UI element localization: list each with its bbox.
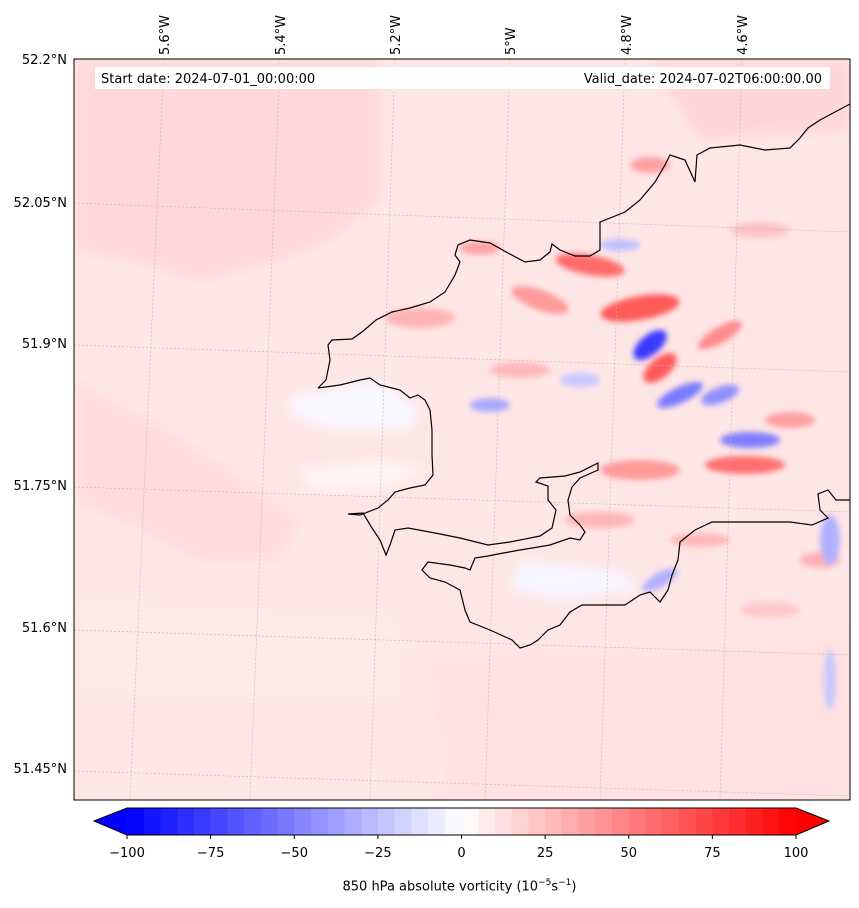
colorbar-cell xyxy=(561,808,580,835)
colorbar-title-exp1: −5 xyxy=(538,878,552,888)
colorbar-cell xyxy=(695,808,713,835)
colorbar-cell xyxy=(595,808,613,835)
colorbar-cell xyxy=(494,808,513,835)
lat-label: 52.05°N xyxy=(14,196,67,211)
colorbar-cell xyxy=(344,808,362,835)
colorbar-cell xyxy=(377,808,396,835)
colorbar-cell xyxy=(662,808,680,835)
colorbar-cell xyxy=(127,808,145,835)
colorbar-cell xyxy=(327,808,346,835)
colorbar-cell xyxy=(294,808,312,835)
colorbar-cell xyxy=(310,808,329,835)
colorbar-ticks: −100 −75 −50 −25 0 25 50 75 100 xyxy=(109,835,808,861)
colorbar-cell xyxy=(177,808,195,835)
lon-label: 4.6°W xyxy=(736,15,751,55)
colorbar-tick-label: 50 xyxy=(620,846,637,861)
colorbar-cell xyxy=(578,808,596,835)
longitude-labels: 5.6°W 5.4°W 5.2°W 5°W 4.8°W 4.6°W xyxy=(158,15,751,55)
start-date-label: Start date: 2024-07-01_00:00:00 xyxy=(101,72,315,87)
lat-label: 51.9°N xyxy=(22,337,67,352)
colorbar-cell xyxy=(428,808,446,835)
colorbar-title: 850 hPa absolute vorticity (10−5s−1) xyxy=(0,878,859,894)
lat-label: 51.75°N xyxy=(14,479,67,494)
colorbar-tick-label: 100 xyxy=(784,846,809,861)
colorbar-cell xyxy=(193,808,212,835)
coastline xyxy=(317,103,850,649)
lon-label: 5.2°W xyxy=(389,15,404,55)
colorbar-tick-label: 0 xyxy=(457,846,465,861)
colorbar-cells xyxy=(127,808,797,835)
date-header-box xyxy=(95,67,830,89)
colorbar-tick-label: 75 xyxy=(704,846,721,861)
colorbar: −100 −75 −50 −25 0 25 50 75 100 xyxy=(92,807,831,861)
colorbar-cell xyxy=(779,808,797,835)
colorbar-cell xyxy=(277,808,295,835)
colorbar-title-mid: s xyxy=(551,879,559,895)
colorbar-cell xyxy=(411,808,429,835)
colorbar-cell xyxy=(628,808,647,835)
colorbar-cell xyxy=(260,808,279,835)
colorbar-cell xyxy=(478,808,496,835)
lat-label: 52.2°N xyxy=(22,53,67,68)
lat-label: 51.6°N xyxy=(22,621,67,636)
colorbar-tick-label: −25 xyxy=(364,846,391,861)
colorbar-cell xyxy=(244,808,262,835)
colorbar-cell xyxy=(210,808,228,835)
colorbar-cell xyxy=(143,808,162,835)
colorbar-cell xyxy=(227,808,245,835)
colorbar-tick-label: 25 xyxy=(537,846,554,861)
colorbar-title-prefix: 850 hPa absolute vorticity (10 xyxy=(342,879,539,895)
colorbar-title-exp2: −1 xyxy=(558,878,572,888)
colorbar-max-arrow xyxy=(796,808,829,835)
lon-label: 5.4°W xyxy=(274,15,289,55)
colorbar-min-arrow xyxy=(94,808,127,835)
lon-label: 4.8°W xyxy=(620,15,635,55)
graticule xyxy=(74,59,850,800)
colorbar-title-suffix: ) xyxy=(571,879,577,895)
colorbar-cell xyxy=(444,808,463,835)
lon-label: 5.6°W xyxy=(158,15,173,55)
colorbar-cell xyxy=(160,808,178,835)
colorbar-tick-label: −75 xyxy=(197,846,224,861)
colorbar-tick-label: −100 xyxy=(109,846,145,861)
colorbar-cell xyxy=(712,808,730,835)
colorbar-cell xyxy=(528,808,546,835)
colorbar-cell xyxy=(745,808,764,835)
vorticity-field xyxy=(74,59,850,800)
lat-label: 51.45°N xyxy=(14,762,67,777)
valid-date-label: Valid_date: 2024-07-02T06:00:00.00 xyxy=(584,72,822,87)
latitude-labels: 52.2°N 52.05°N 51.9°N 51.75°N 51.6°N 51.… xyxy=(14,53,67,777)
colorbar-cell xyxy=(361,808,379,835)
colorbar-cell xyxy=(645,808,663,835)
colorbar-cell xyxy=(545,808,563,835)
colorbar-cell xyxy=(678,808,697,835)
colorbar-cell xyxy=(729,808,747,835)
colorbar-cell xyxy=(461,808,479,835)
map-frame xyxy=(73,58,851,801)
lon-label: 5°W xyxy=(504,27,519,55)
colorbar-tick-label: −50 xyxy=(281,846,308,861)
colorbar-cell xyxy=(762,808,780,835)
colorbar-cell xyxy=(612,808,630,835)
colorbar-cell xyxy=(511,808,529,835)
colorbar-cell xyxy=(394,808,412,835)
date-header: Start date: 2024-07-01_00:00:00 Valid_da… xyxy=(95,67,830,89)
